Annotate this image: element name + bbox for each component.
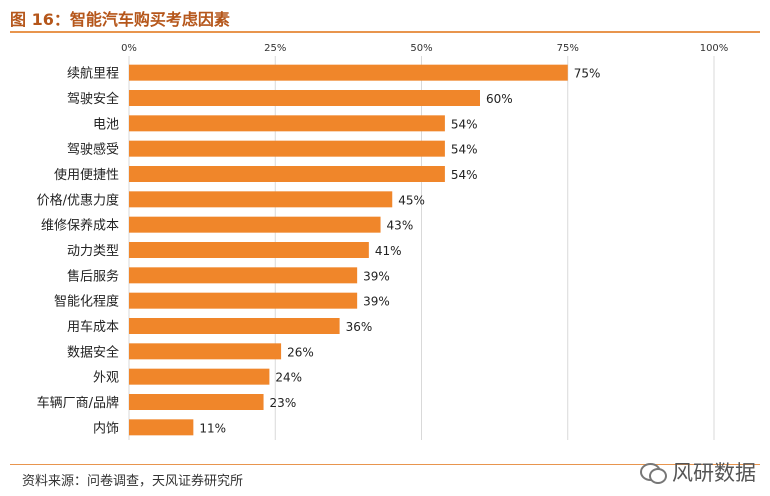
footer-divider [10,464,760,465]
source-note: 资料来源：问卷调查，天风证券研究所 [22,474,244,489]
data-label: 60% [486,92,513,106]
category-label: 电池 [93,117,119,132]
wechat-icon [640,461,667,484]
x-tick-label: 75% [557,43,579,54]
data-label: 54% [451,117,478,131]
category-label: 售后服务 [67,268,119,284]
watermark-text: 风研数据 [672,461,756,485]
data-label: 11% [199,421,226,435]
bar [129,140,445,157]
bar [129,394,264,410]
data-label: 75% [574,67,601,81]
data-label: 36% [346,320,373,334]
x-tick-label: 25% [264,43,286,54]
category-label: 价格/优惠力度 [37,192,119,208]
title-divider [10,31,760,33]
data-label: 43% [387,219,414,233]
category-label: 维修保养成本 [41,218,119,234]
watermark: 风研数据 [640,457,756,487]
bar [129,242,369,258]
data-label: 26% [287,345,314,359]
category-label: 用车成本 [67,319,119,335]
category-label: 车辆厂商/品牌 [37,395,119,411]
bar [129,318,340,334]
category-label: 续航里程 [67,66,119,82]
bar [129,292,358,309]
category-label: 驾驶感受 [67,142,119,158]
data-label: 45% [398,193,425,207]
bar [129,90,480,106]
category-label: 使用便捷性 [54,167,119,183]
data-label: 54% [451,168,478,182]
data-label: 39% [363,295,390,309]
category-label: 数据安全 [67,344,119,360]
x-tick-label: 50% [410,43,432,54]
data-label: 23% [270,396,297,410]
bar [129,368,270,385]
bar [129,343,282,360]
bar [129,267,358,284]
category-label: 智能化程度 [54,294,119,310]
data-label: 24% [275,371,302,385]
data-label: 41% [375,244,402,258]
bar [129,64,568,81]
bar [129,191,393,208]
category-label: 动力类型 [67,244,119,259]
figure-title: 图 16：智能汽车购买考虑因素 [10,10,230,29]
bar [129,166,445,182]
bar [129,419,194,436]
bar [129,115,445,132]
data-label: 54% [451,143,478,157]
bar [129,216,381,233]
x-tick-label: 100% [700,43,729,54]
category-label: 内饰 [93,420,119,436]
x-tick-label: 0% [121,43,137,54]
data-label: 39% [363,269,390,283]
category-label: 驾驶安全 [67,91,119,107]
category-label: 外观 [93,371,119,386]
